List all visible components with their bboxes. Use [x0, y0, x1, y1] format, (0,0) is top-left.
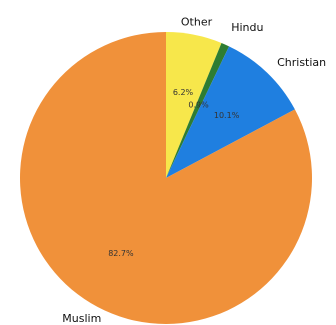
pie-slice-muslim: [19, 32, 312, 324]
category-label-christian: Christian: [277, 56, 326, 69]
pie-slice-other: [166, 32, 222, 178]
category-label-hindu: Hindu: [231, 21, 263, 34]
category-label-muslim: Muslim: [62, 312, 101, 325]
pct-label-hindu: 0.9%: [188, 101, 209, 110]
pie-labels: 6.2% Other 0.9% Hindu 10.1% Christian 82.7% Mus…: [62, 15, 326, 325]
pct-label-muslim: 82.7%: [108, 249, 134, 258]
pct-label-other: 6.2%: [173, 88, 194, 97]
pct-label-christian: 10.1%: [214, 111, 240, 120]
pie-slice-christian: [166, 46, 295, 178]
pie-slices: [19, 32, 312, 324]
category-label-other: Other: [181, 15, 213, 28]
pie-slice-hindu: [166, 42, 230, 179]
